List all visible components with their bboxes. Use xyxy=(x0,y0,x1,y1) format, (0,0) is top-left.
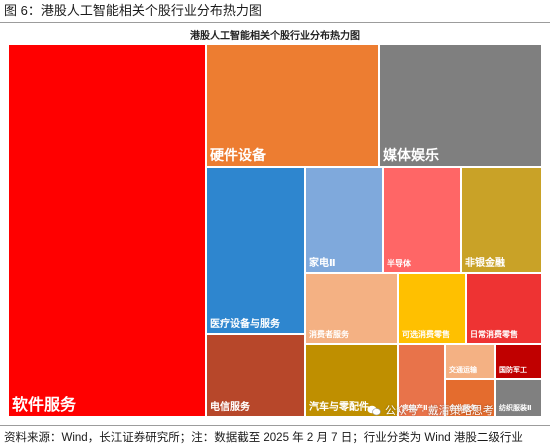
treemap-label: 硬件设备 xyxy=(210,147,267,163)
treemap-rect xyxy=(496,345,541,378)
treemap-rect xyxy=(207,335,304,416)
treemap-label: 可选消费零售 xyxy=(402,329,450,339)
treemap-label: 半导体 xyxy=(387,258,412,268)
figure-title: 图 6：港股人工智能相关个股行业分布热力图 xyxy=(4,3,262,18)
treemap-rect xyxy=(446,345,494,378)
treemap-rect xyxy=(207,45,378,166)
treemap-label: 软件服务 xyxy=(12,395,77,414)
treemap-rect xyxy=(399,345,444,416)
treemap-label: 家电Ⅱ xyxy=(309,256,336,269)
treemap-rect xyxy=(306,345,397,416)
treemap-label: 国防军工 xyxy=(499,365,527,374)
treemap-label: 企业服务 xyxy=(448,403,478,412)
watermark: 公众号 · 戴清策略思考 xyxy=(367,402,494,418)
treemap-cell-硬件设备: 硬件设备 xyxy=(207,45,378,166)
treemap-rect xyxy=(306,274,397,343)
treemap-rect xyxy=(380,45,541,166)
treemap-rect xyxy=(207,168,304,333)
treemap-label: 汽车与零配件 xyxy=(309,400,369,413)
treemap-cell-纺织服装: 纺织服装Ⅱ xyxy=(496,380,541,416)
treemap-label: 非银金融 xyxy=(465,256,505,269)
treemap-cell-媒体娱乐: 媒体娱乐 xyxy=(380,45,541,166)
treemap-label: 医疗设备与服务 xyxy=(210,317,281,330)
treemap-label: 电信服务 xyxy=(210,400,251,413)
treemap-label: 日常消费零售 xyxy=(470,329,518,339)
chart-title: 港股人工智能相关个股行业分布热力图 xyxy=(190,31,360,42)
treemap-cell-可选消费零售: 可选消费零售 xyxy=(399,274,465,343)
treemap-rect xyxy=(399,274,465,343)
watermark-text: 公众号 · 戴清策略思考 xyxy=(385,405,494,417)
bottom-divider xyxy=(0,425,550,426)
treemap-cell-电信服务: 电信服务 xyxy=(207,335,304,416)
source-note: 资料来源：Wind，长江证券研究所；注：数据截至 2025 年 2 月 7 日；… xyxy=(4,432,523,444)
treemap-rect xyxy=(446,380,494,416)
treemap-cell-医疗设备与服务: 医疗设备与服务 xyxy=(207,168,304,333)
treemap-cell-房地产: 房地产Ⅱ xyxy=(399,345,444,416)
treemap-label: 媒体娱乐 xyxy=(382,147,439,163)
treemap-cell-交通运输: 交通运输 xyxy=(446,345,494,378)
treemap-label: 纺织服装Ⅱ xyxy=(499,403,532,412)
treemap-label: 消费者服务 xyxy=(309,329,350,339)
top-divider xyxy=(0,22,550,23)
treemap-cell-非银金融: 非银金融 xyxy=(462,168,541,272)
treemap-cell-国防军工: 国防军工 xyxy=(496,345,541,378)
treemap-rect xyxy=(496,380,541,416)
treemap-cell-日常消费零售: 日常消费零售 xyxy=(467,274,541,343)
treemap-cell-半导体: 半导体 xyxy=(384,168,460,272)
treemap-rect xyxy=(462,168,541,272)
treemap-cell-消费者服务: 消费者服务 xyxy=(306,274,397,343)
treemap-label: 房地产Ⅱ xyxy=(402,403,428,412)
treemap-rect xyxy=(467,274,541,343)
treemap-cell-软件服务: 软件服务 xyxy=(9,45,205,416)
treemap-label: 交通运输 xyxy=(449,365,478,374)
wechat-icon xyxy=(367,405,381,415)
treemap-cell-汽车与零配件: 汽车与零配件 xyxy=(306,345,397,416)
treemap-cell-家电: 家电Ⅱ xyxy=(306,168,382,272)
treemap-rect xyxy=(384,168,460,272)
treemap-rect xyxy=(9,45,205,416)
treemap-cell-企业服务: 企业服务 xyxy=(446,380,494,416)
treemap-rect xyxy=(306,168,382,272)
